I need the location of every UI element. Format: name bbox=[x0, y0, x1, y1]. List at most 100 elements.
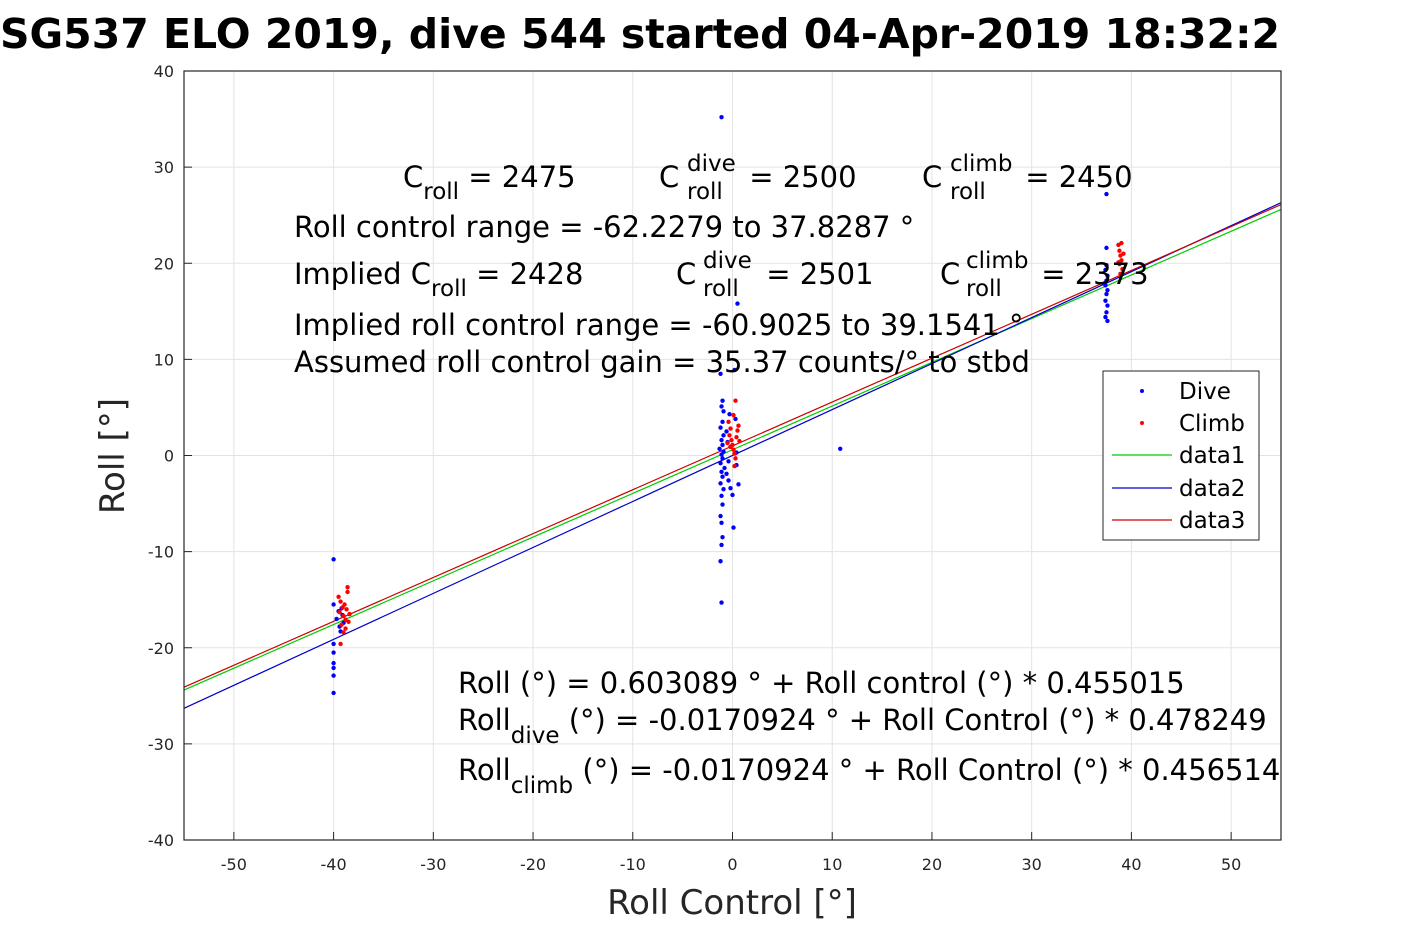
point-climb bbox=[732, 451, 737, 456]
point-climb bbox=[343, 626, 348, 631]
point-dive bbox=[331, 641, 336, 647]
point-dive bbox=[331, 602, 336, 607]
point-dive bbox=[1105, 318, 1110, 324]
point-climb bbox=[735, 428, 740, 433]
point-dive bbox=[726, 459, 731, 464]
point-climb bbox=[733, 398, 738, 403]
series-layer bbox=[183, 114, 1282, 709]
annotation-c-roll: Croll = 2475 bbox=[403, 160, 576, 205]
point-dive bbox=[719, 493, 724, 499]
point-dive bbox=[720, 419, 725, 425]
point-dive bbox=[720, 398, 725, 403]
point-dive bbox=[719, 114, 724, 120]
point-climb bbox=[728, 444, 733, 450]
point-climb bbox=[341, 613, 346, 619]
point-dive bbox=[719, 600, 724, 605]
annotation-gain: Assumed roll control gain = 35.37 counts… bbox=[294, 345, 1030, 379]
annotation-fit-roll-climb: Rollclimb (°) = -0.0170924 ° + Roll Cont… bbox=[458, 753, 1280, 799]
annotation-fit-roll-dive: Rolldive (°) = -0.0170924 ° + Roll Contr… bbox=[458, 703, 1267, 749]
y-axis-label: Roll [°] bbox=[93, 398, 133, 514]
point-climb bbox=[726, 419, 731, 425]
series-line-data2 bbox=[183, 202, 1282, 709]
point-dive bbox=[736, 482, 741, 487]
point-climb bbox=[736, 423, 741, 428]
point-climb bbox=[337, 609, 342, 615]
point-climb bbox=[1119, 240, 1124, 246]
point-dive bbox=[720, 456, 725, 461]
point-climb bbox=[336, 594, 341, 600]
point-dive bbox=[719, 452, 724, 457]
point-dive bbox=[1103, 267, 1108, 273]
point-dive bbox=[334, 616, 339, 622]
point-dive bbox=[1105, 303, 1110, 308]
point-dive bbox=[728, 485, 733, 491]
y-tick-label: 40 bbox=[154, 62, 174, 81]
point-dive bbox=[732, 367, 737, 373]
point-dive bbox=[1102, 281, 1107, 286]
point-dive bbox=[724, 429, 729, 434]
point-dive bbox=[721, 409, 726, 414]
point-dive bbox=[1105, 273, 1110, 278]
point-climb bbox=[338, 599, 343, 604]
point-dive bbox=[735, 301, 740, 306]
point-climb bbox=[725, 440, 730, 446]
x-tick-label: -50 bbox=[221, 855, 247, 874]
point-climb bbox=[338, 641, 343, 647]
point-climb bbox=[345, 584, 350, 590]
point-dive bbox=[721, 433, 726, 438]
point-climb bbox=[737, 438, 742, 444]
point-dive bbox=[331, 650, 336, 655]
point-dive bbox=[733, 416, 738, 422]
annotation-fit-roll: Roll (°) = 0.603089 ° + Roll control (°)… bbox=[458, 666, 1185, 700]
point-dive bbox=[331, 690, 336, 696]
point-climb bbox=[728, 426, 733, 431]
point-dive bbox=[726, 478, 731, 483]
point-climb bbox=[346, 619, 351, 624]
point-dive bbox=[719, 469, 724, 475]
legend-marker-dive bbox=[1140, 389, 1144, 393]
point-dive bbox=[720, 442, 725, 448]
legend-label-data1: data1 bbox=[1179, 443, 1245, 469]
y-tick-label: -40 bbox=[148, 831, 174, 850]
point-climb bbox=[347, 611, 352, 617]
point-dive bbox=[1105, 287, 1110, 293]
point-dive bbox=[720, 474, 725, 479]
annotation-implied-c-roll: Implied Croll = 2428 bbox=[294, 257, 583, 302]
point-dive bbox=[1103, 298, 1108, 303]
point-climb bbox=[1118, 271, 1123, 277]
point-dive bbox=[731, 525, 736, 530]
x-tick-label: 50 bbox=[1221, 855, 1241, 874]
x-tick-label: -10 bbox=[620, 855, 646, 874]
x-tick-label: 40 bbox=[1121, 855, 1141, 874]
point-dive bbox=[719, 520, 724, 525]
point-dive bbox=[727, 411, 732, 417]
legend-marker-climb bbox=[1140, 421, 1144, 425]
point-dive bbox=[1104, 310, 1109, 315]
annotation-implied-range: Implied roll control range = -60.9025 to… bbox=[294, 308, 1024, 342]
x-tick-label: -30 bbox=[420, 855, 446, 874]
point-dive bbox=[718, 460, 723, 466]
y-tick-label: 10 bbox=[154, 350, 174, 369]
x-tick-label: -20 bbox=[520, 855, 546, 874]
x-tick-label: -40 bbox=[321, 855, 347, 874]
point-dive bbox=[717, 446, 722, 451]
point-dive bbox=[1104, 291, 1109, 297]
annotation-roll-control-range: Roll control range = -62.2279 to 37.8287… bbox=[294, 210, 914, 244]
point-dive bbox=[331, 665, 336, 671]
x-tick-label: 30 bbox=[1022, 855, 1042, 874]
legend-label-climb: Climb bbox=[1179, 411, 1245, 437]
x-tick-label: 20 bbox=[922, 855, 942, 874]
legend-label-data3: data3 bbox=[1179, 508, 1245, 534]
point-dive bbox=[721, 486, 726, 492]
legend-label-dive: Dive bbox=[1179, 379, 1231, 405]
x-tick-label: 0 bbox=[727, 855, 737, 874]
point-climb bbox=[342, 602, 347, 607]
point-dive bbox=[719, 404, 724, 409]
point-climb bbox=[344, 607, 349, 612]
y-tick-label: -10 bbox=[148, 543, 174, 562]
point-climb bbox=[733, 456, 738, 461]
